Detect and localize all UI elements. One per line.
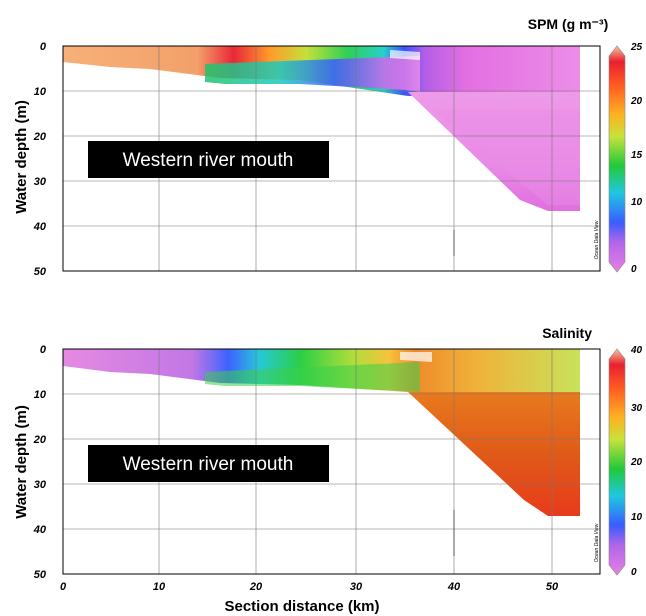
salinity-x-tick: 30 [350, 581, 363, 593]
salinity-white-streak [400, 352, 432, 362]
salinity-annotation-text: Western river mouth [123, 454, 294, 475]
spm-plot-frame [62, 45, 601, 272]
salinity-cb-tick: 0 [631, 567, 637, 578]
spm-y-tick: 40 [33, 221, 47, 233]
spm-y-tick: 10 [34, 86, 47, 98]
spm-mid-layer [205, 56, 420, 92]
spm-cb-tick: 10 [631, 197, 643, 208]
salinity-y-tick: 40 [33, 524, 47, 536]
salinity-x-tick: 20 [249, 581, 263, 593]
salinity-plot-frame [62, 348, 601, 575]
salinity-cb-tick: 10 [631, 512, 643, 523]
spm-watermark: Ocean Data View [594, 220, 600, 259]
spm-annotation: Western river mouth [88, 141, 329, 178]
spm-field [63, 46, 580, 211]
salinity-cb-tick: 40 [630, 345, 643, 356]
spm-colorbar: 25 20 15 10 0 [608, 42, 643, 275]
salinity-x-tick: 0 [60, 581, 67, 593]
salinity-y-tick: 50 [34, 569, 47, 581]
spm-annotation-box [88, 141, 329, 178]
salinity-x-tick: 50 [546, 581, 559, 593]
salinity-cb-tick: 20 [630, 457, 643, 468]
salinity-annotation-box [88, 445, 329, 482]
spm-title: SPM (g m⁻³) [528, 16, 609, 32]
salinity-y-tick: 0 [40, 344, 47, 356]
salinity-annotation: Western river mouth [88, 445, 329, 482]
salinity-y-tick: 30 [34, 479, 47, 491]
salinity-title: Salinity [542, 325, 592, 341]
salinity-cb-tick: 30 [631, 403, 643, 414]
salinity-x-ticks: 0 10 20 30 40 50 [60, 581, 559, 593]
spm-y-ticks: 0 10 20 30 40 50 [33, 41, 47, 278]
spm-y-tick: 0 [40, 41, 47, 53]
salinity-watermark: Ocean Data View [594, 523, 600, 562]
spm-panel: SPM (g m⁻³) Water depth (m) 0 10 20 [13, 16, 643, 278]
spm-white-streak [390, 50, 420, 60]
salinity-deep-layer [408, 392, 580, 516]
salinity-x-tick: 40 [447, 581, 461, 593]
spm-cb-tick: 15 [631, 150, 643, 161]
salinity-y-tick: 10 [34, 389, 47, 401]
spm-cb-tick: 25 [630, 42, 643, 53]
spm-cb-tick: 20 [630, 96, 643, 107]
salinity-field [63, 349, 580, 516]
salinity-x-tick: 10 [153, 581, 166, 593]
salinity-y-ticks: 0 10 20 30 40 50 [33, 344, 47, 581]
salinity-mid-layer [205, 362, 420, 392]
spm-annotation-text: Western river mouth [123, 150, 294, 171]
spm-y-tick: 30 [34, 176, 47, 188]
spm-colorbar-ramp [608, 45, 626, 273]
spm-y-axis-label: Water depth (m) [13, 100, 30, 214]
salinity-y-tick: 20 [33, 434, 47, 446]
salinity-colorbar-ramp [608, 348, 626, 576]
salinity-colorbar: 40 30 20 10 0 [608, 345, 643, 578]
spm-y-tick: 20 [33, 131, 47, 143]
spm-cb-tick: 0 [631, 264, 637, 275]
salinity-x-axis-label: Section distance (km) [224, 598, 379, 615]
salinity-y-axis-label: Water depth (m) [13, 405, 30, 519]
salinity-panel: Salinity Water depth (m) 0 10 20 30 [13, 325, 643, 615]
spm-y-tick: 50 [34, 266, 47, 278]
